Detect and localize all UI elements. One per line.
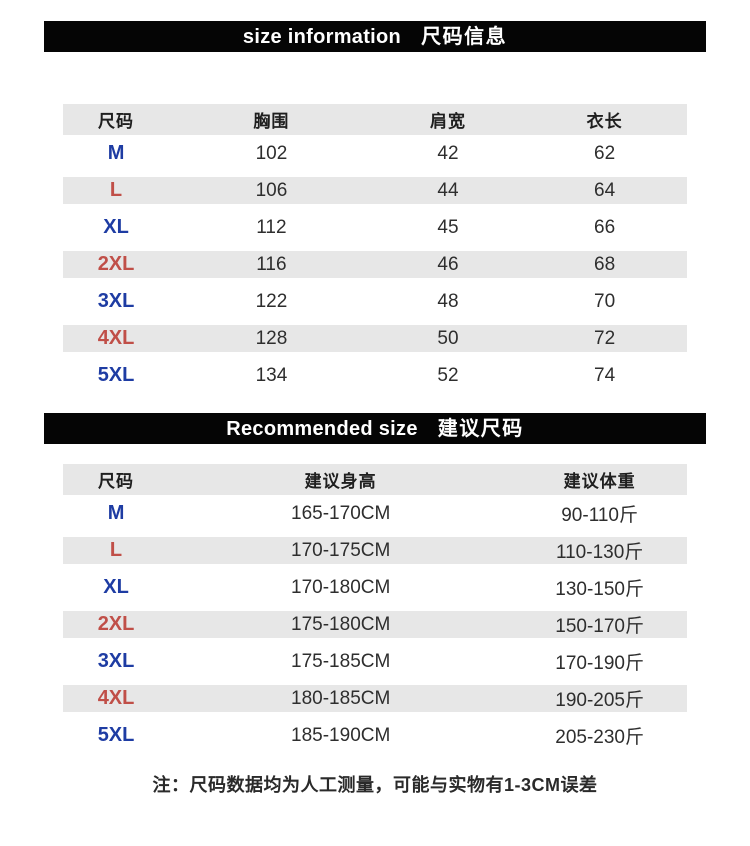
- recommended-size-table: 尺码 建议身高 建议体重 M 165-170CM 90-110斤 L 170-1…: [63, 464, 687, 754]
- col-header-size: 尺码: [98, 112, 135, 131]
- table-row: 4XL 180-185CM 190-205斤: [63, 680, 687, 717]
- value-cell: 62: [594, 142, 616, 164]
- size-information-title-zh: 尺码信息: [421, 25, 508, 48]
- value-cell: 122: [255, 290, 288, 312]
- value-cell: 72: [594, 327, 616, 349]
- size-cell: XL: [103, 576, 129, 598]
- value-cell: 50: [437, 327, 459, 349]
- value-cell: 70: [594, 290, 616, 312]
- value-cell: 170-190斤: [555, 653, 644, 674]
- size-cell: 2XL: [97, 613, 135, 635]
- col-header-height: 建议身高: [304, 472, 377, 491]
- value-cell: 190-205斤: [555, 690, 644, 711]
- measurement-disclaimer-note: 注：尺码数据均为人工测量，可能与实物有1-3CM误差: [152, 775, 598, 795]
- value-cell: 180-185CM: [291, 687, 391, 709]
- size-cell: L: [109, 539, 123, 561]
- value-cell: 110-130斤: [555, 542, 644, 563]
- table-row: L 170-175CM 110-130斤: [63, 532, 687, 569]
- value-cell: 68: [594, 253, 616, 275]
- value-cell: 130-150斤: [555, 579, 644, 600]
- table-row: 2XL 116 46 68: [63, 246, 687, 283]
- size-cell: 5XL: [97, 364, 135, 386]
- size-cell: 4XL: [97, 687, 135, 709]
- table-row: 2XL 175-180CM 150-170斤: [63, 606, 687, 643]
- table-row: M 165-170CM 90-110斤: [63, 495, 687, 532]
- table-row: 5XL 185-190CM 205-230斤: [63, 717, 687, 754]
- col-header-size: 尺码: [98, 472, 135, 491]
- value-cell: 42: [437, 142, 459, 164]
- table-row: 4XL 128 50 72: [63, 320, 687, 357]
- size-cell: 2XL: [97, 253, 135, 275]
- value-cell: 45: [437, 216, 459, 238]
- size-cell: XL: [103, 216, 129, 238]
- col-header-chest: 胸围: [253, 112, 290, 131]
- value-cell: 90-110斤: [561, 505, 638, 526]
- col-header-weight: 建议体重: [563, 472, 636, 491]
- col-header-shoulder: 肩宽: [430, 112, 466, 131]
- value-cell: 205-230斤: [555, 727, 644, 748]
- value-cell: 48: [437, 290, 459, 312]
- table-row: 3XL 122 48 70: [63, 283, 687, 320]
- recommended-size-title-en: Recommended size: [226, 417, 418, 440]
- value-cell: 175-185CM: [291, 650, 391, 672]
- value-cell: 44: [437, 179, 459, 201]
- size-table-header-row: 尺码 胸围 肩宽 衣长: [63, 104, 687, 135]
- value-cell: 102: [255, 142, 288, 164]
- value-cell: 185-190CM: [291, 724, 391, 746]
- value-cell: 150-170斤: [555, 616, 644, 637]
- value-cell: 46: [437, 253, 459, 275]
- table-row: M 102 42 62: [63, 135, 687, 172]
- size-information-title-en: size information: [242, 25, 402, 48]
- recommended-size-title-bar: Recommended size 建议尺码: [44, 413, 706, 444]
- table-row: 3XL 175-185CM 170-190斤: [63, 643, 687, 680]
- value-cell: 74: [594, 364, 616, 386]
- value-cell: 66: [594, 216, 616, 238]
- size-cell: L: [109, 179, 123, 201]
- value-cell: 165-170CM: [291, 502, 391, 524]
- size-information-title-bar: size information 尺码信息: [44, 21, 706, 52]
- value-cell: 64: [594, 179, 616, 201]
- value-cell: 128: [255, 327, 288, 349]
- table-row: XL 170-180CM 130-150斤: [63, 569, 687, 606]
- size-cell: M: [107, 142, 125, 164]
- size-cell: M: [107, 502, 125, 524]
- value-cell: 170-175CM: [291, 539, 391, 561]
- recommended-table-header-row: 尺码 建议身高 建议体重: [63, 464, 687, 495]
- table-row: L 106 44 64: [63, 172, 687, 209]
- value-cell: 112: [256, 216, 287, 238]
- recommended-size-title-zh: 建议尺码: [437, 417, 524, 440]
- size-cell: 5XL: [97, 724, 135, 746]
- size-cell: 3XL: [97, 650, 135, 672]
- size-cell: 3XL: [97, 290, 135, 312]
- size-cell: 4XL: [97, 327, 135, 349]
- value-cell: 52: [437, 364, 459, 386]
- value-cell: 134: [255, 364, 288, 386]
- value-cell: 175-180CM: [291, 613, 391, 635]
- table-row: 5XL 134 52 74: [63, 357, 687, 394]
- table-row: XL 112 45 66: [63, 209, 687, 246]
- size-measurement-table: 尺码 胸围 肩宽 衣长 M 102 42 62 L 106 44 64 XL 1…: [63, 104, 687, 394]
- value-cell: 116: [256, 253, 287, 275]
- value-cell: 170-180CM: [291, 576, 391, 598]
- col-header-length: 衣长: [586, 112, 623, 131]
- value-cell: 106: [255, 179, 288, 201]
